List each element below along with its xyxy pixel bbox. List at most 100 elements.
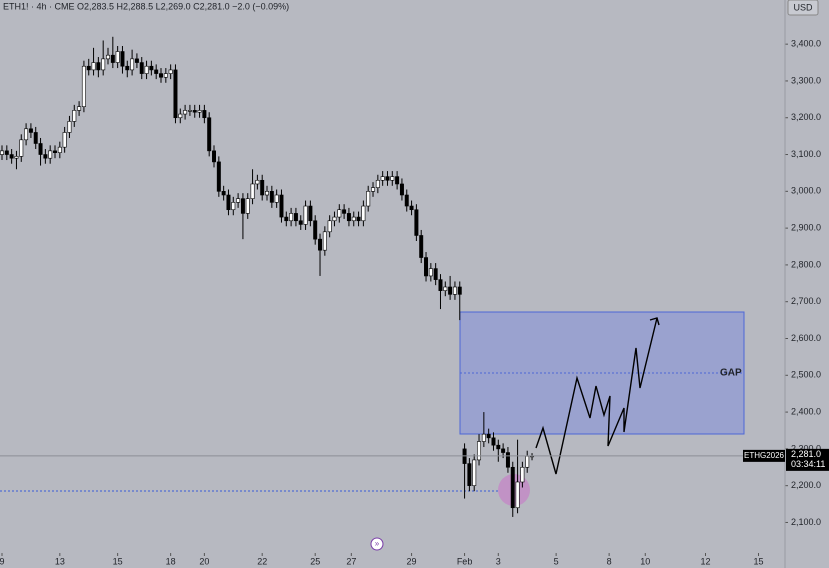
candle-body: [24, 128, 29, 141]
candle-body: [279, 194, 284, 218]
candle-body: [260, 179, 265, 196]
x-tick-label: 5: [554, 556, 559, 566]
candle-body: [327, 220, 332, 233]
candle-body: [371, 187, 376, 192]
candle-body: [245, 198, 250, 214]
candle-body: [486, 433, 491, 439]
candle-body: [236, 198, 241, 203]
candle-body: [159, 73, 163, 78]
candle-body: [342, 209, 347, 214]
candle-body: [399, 183, 404, 196]
candle-body: [240, 198, 245, 214]
candle-body: [515, 481, 520, 509]
candle-body: [86, 65, 91, 71]
x-tick-label: 20: [199, 556, 209, 566]
candle-body: [130, 58, 135, 71]
candle-body: [67, 121, 72, 133]
x-tick-label: 22: [257, 556, 267, 566]
x-tick-label: Feb: [457, 556, 473, 566]
candle-body: [197, 110, 202, 113]
candle-body: [0, 150, 4, 155]
candle-body: [38, 143, 43, 155]
candle-body: [139, 62, 144, 74]
candle-body: [308, 205, 313, 222]
candle-body: [332, 216, 337, 222]
candle-body: [221, 191, 226, 196]
candle-body: [43, 154, 48, 159]
countdown: 03:34:11: [791, 459, 825, 469]
candle-body: [318, 238, 323, 251]
candle-body: [149, 65, 154, 71]
candle-body: [457, 286, 462, 295]
candle-body: [33, 132, 38, 144]
candle-body: [28, 128, 33, 133]
candle-body: [255, 179, 260, 185]
candle-body: [187, 110, 192, 112]
candle-body: [322, 231, 327, 251]
y-tick-label: 2,500.0: [791, 370, 821, 380]
currency: USD: [793, 2, 813, 12]
candle-body: [91, 62, 96, 71]
x-tick-label: 15: [753, 556, 763, 566]
candle-body: [265, 191, 270, 196]
candle-body: [443, 286, 448, 291]
candle-body: [481, 433, 486, 442]
candle-body: [510, 466, 515, 509]
nav-icon-glyph[interactable]: »: [375, 539, 380, 548]
candle-body: [163, 73, 168, 78]
x-tick-label: 13: [55, 556, 65, 566]
candle-body: [106, 54, 110, 60]
candle-body: [380, 176, 385, 181]
x-tick-label: 10: [640, 556, 650, 566]
candle-body: [202, 110, 207, 119]
candle-body: [414, 209, 419, 236]
x-tick-label: 8: [607, 556, 612, 566]
candle-body: [289, 213, 294, 222]
candle-body: [361, 205, 366, 222]
candle-body: [313, 220, 318, 240]
candle-body: [448, 286, 453, 295]
candle-body: [346, 213, 351, 222]
x-tick-label: 15: [113, 556, 123, 566]
candle-body: [351, 216, 356, 222]
candle-body: [438, 279, 443, 291]
x-tick-label: 9: [0, 556, 5, 566]
candle-body: [216, 161, 221, 192]
y-tick-label: 3,200.0: [791, 112, 821, 122]
candle-body: [120, 51, 125, 67]
candle-body: [48, 150, 53, 159]
candle-body: [293, 213, 298, 222]
candle-body: [57, 146, 62, 153]
candle-body: [4, 150, 9, 155]
candle-body: [433, 268, 438, 280]
candle-body: [154, 69, 159, 74]
candle-body: [375, 179, 380, 188]
x-tick-label: 18: [166, 556, 176, 566]
candle-body: [81, 65, 86, 107]
candle-body: [231, 202, 236, 211]
candle-body: [53, 150, 57, 153]
candle-body: [9, 154, 14, 159]
candle-body: [183, 110, 188, 115]
x-tick-label: 3: [496, 556, 501, 566]
candle-body: [385, 176, 390, 181]
candle-body: [337, 209, 342, 218]
y-tick-label: 3,400.0: [791, 39, 821, 49]
candle-body: [390, 176, 395, 181]
candle-body: [207, 117, 212, 152]
nav-icon[interactable]: [370, 537, 384, 551]
candle-body: [404, 194, 409, 207]
candle-body: [366, 191, 371, 207]
y-tick-label: 2,800.0: [791, 259, 821, 269]
candle-body: [505, 452, 510, 468]
y-tick-label: 2,700.0: [791, 296, 821, 306]
candle-body: [356, 216, 361, 222]
plot: [0, 36, 535, 517]
candle-body: [192, 110, 197, 113]
candle-body: [491, 437, 496, 446]
candle-body: [525, 455, 530, 468]
candle-body: [298, 220, 303, 225]
candle-body: [173, 69, 178, 119]
